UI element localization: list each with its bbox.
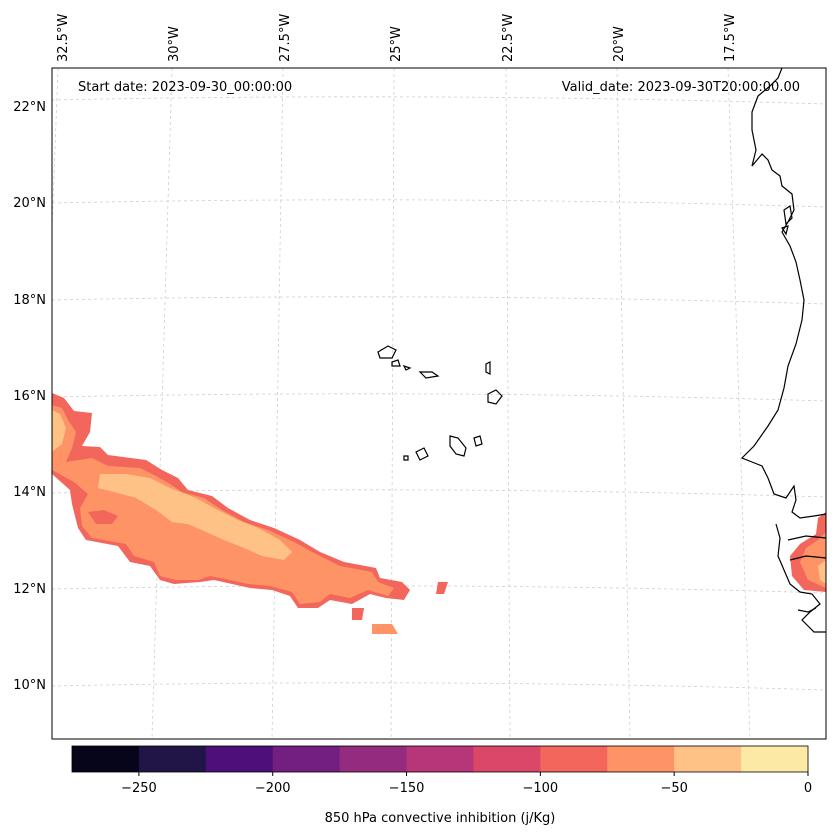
lon-gridline bbox=[727, 67, 751, 740]
lon-tick-labels: 32.5°W 30°W 27.5°W 25°W 22.5°W 20°W 17.5… bbox=[56, 14, 738, 62]
colorbar-swatch bbox=[674, 746, 742, 772]
cape-verde-santiago bbox=[449, 435, 467, 457]
lon-gridline bbox=[151, 67, 173, 740]
lon-tick-label: 32.5°W bbox=[56, 14, 71, 62]
colorbar-tick-label: −100 bbox=[523, 781, 559, 796]
cape-verde-santa-luzia bbox=[402, 364, 412, 371]
colorbar-tick-label: −250 bbox=[121, 781, 157, 796]
map-area: Start date: 2023-09-30_00:00:00 Valid_da… bbox=[51, 67, 827, 740]
cin-contours bbox=[52, 393, 826, 634]
coastlines bbox=[377, 67, 827, 633]
colorbar-swatch bbox=[406, 746, 474, 772]
colorbar-border bbox=[71, 745, 809, 773]
lat-tick-label: 18°N bbox=[13, 293, 46, 308]
colorbar-tick-label: −200 bbox=[255, 781, 291, 796]
colorbar-swatch bbox=[339, 746, 408, 772]
lat-gridline bbox=[51, 296, 827, 305]
coastline-gambia-river bbox=[787, 535, 827, 541]
map-background bbox=[52, 68, 826, 739]
lon-gridline bbox=[271, 67, 284, 740]
cin-contour-band-75 bbox=[52, 405, 394, 604]
colorbar-swatch bbox=[607, 746, 675, 772]
cape-verde-santo-antao bbox=[377, 345, 397, 359]
cape-verde-maio bbox=[473, 435, 483, 447]
cin-contour-east-patch bbox=[818, 560, 826, 584]
colorbar-swatch bbox=[540, 746, 608, 772]
coastline-casamance bbox=[789, 555, 827, 561]
lat-tick-label: 12°N bbox=[13, 582, 46, 597]
africa-coastline-south bbox=[775, 523, 826, 633]
colorbar-tick-label: 0 bbox=[804, 781, 812, 796]
lat-tick-labels: 22°N 20°N 18°N 16°N 14°N 12°N 10°N bbox=[13, 100, 46, 693]
lon-tick-label: 27.5°W bbox=[278, 14, 293, 62]
colorbar-swatch bbox=[72, 746, 140, 772]
start-date-label: Start date: 2023-09-30_00:00:00 bbox=[78, 80, 292, 95]
map-border bbox=[51, 67, 827, 740]
lon-tick-label: 17.5°W bbox=[723, 14, 738, 62]
lat-gridline bbox=[51, 585, 827, 594]
lat-tick-label: 20°N bbox=[13, 196, 46, 211]
colorbar-swatch bbox=[272, 746, 341, 772]
cape-verde-sal bbox=[485, 361, 491, 375]
cape-verde-sao-vicente bbox=[391, 359, 401, 367]
cape-verde-brava bbox=[403, 455, 409, 461]
lat-tick-label: 14°N bbox=[13, 485, 46, 500]
colorbar-swatch bbox=[741, 746, 809, 772]
lon-tick-label: 22.5°W bbox=[501, 14, 516, 62]
lat-gridline bbox=[51, 682, 827, 691]
coastline-island bbox=[783, 204, 793, 226]
lon-tick-label: 20°W bbox=[612, 26, 627, 62]
cin-contour-small-patch bbox=[372, 624, 398, 634]
lon-gridline bbox=[505, 67, 511, 740]
cin-contour-small-patch bbox=[352, 608, 364, 620]
colorbar-ticks: −250 −200 −150 −100 −50 0 bbox=[121, 772, 812, 796]
colorbar-tick-label: −50 bbox=[660, 781, 687, 796]
valid-date-label: Valid_date: 2023-09-30T20:00:00.00 bbox=[562, 80, 800, 95]
africa-coastline bbox=[740, 67, 827, 519]
lat-tick-label: 16°N bbox=[13, 389, 46, 404]
lon-tick-label: 25°W bbox=[389, 26, 404, 62]
colorbar-swatch bbox=[138, 746, 207, 772]
cape-verde-boa-vista bbox=[487, 389, 503, 405]
coastline-bijagos bbox=[797, 607, 817, 613]
lon-tick-label: 30°W bbox=[167, 26, 182, 62]
cin-contour-small-patch bbox=[436, 582, 448, 594]
cape-verde-fogo bbox=[415, 447, 429, 461]
lat-gridline bbox=[51, 199, 827, 208]
colorbar-swatches bbox=[72, 746, 809, 772]
lat-tick-label: 10°N bbox=[13, 678, 46, 693]
lat-gridline bbox=[51, 96, 827, 105]
lon-gridline bbox=[616, 67, 631, 740]
lat-gridline bbox=[51, 393, 827, 402]
colorbar-tick-label: −150 bbox=[389, 781, 425, 796]
colorbar-swatch bbox=[205, 746, 274, 772]
cin-contour-band-50 bbox=[52, 410, 292, 560]
lat-tick-label: 22°N bbox=[13, 100, 46, 115]
colorbar-title: 850 hPa convective inhibition (j/Kg) bbox=[325, 811, 556, 826]
cape-verde-sao-nicolau bbox=[418, 371, 440, 379]
coastline-island bbox=[781, 225, 789, 236]
colorbar-swatch bbox=[473, 746, 541, 772]
cin-contour-band-100-hole bbox=[88, 510, 118, 524]
colorbar: −250 −200 −150 −100 −50 0 850 hPa convective … bbox=[71, 745, 812, 826]
